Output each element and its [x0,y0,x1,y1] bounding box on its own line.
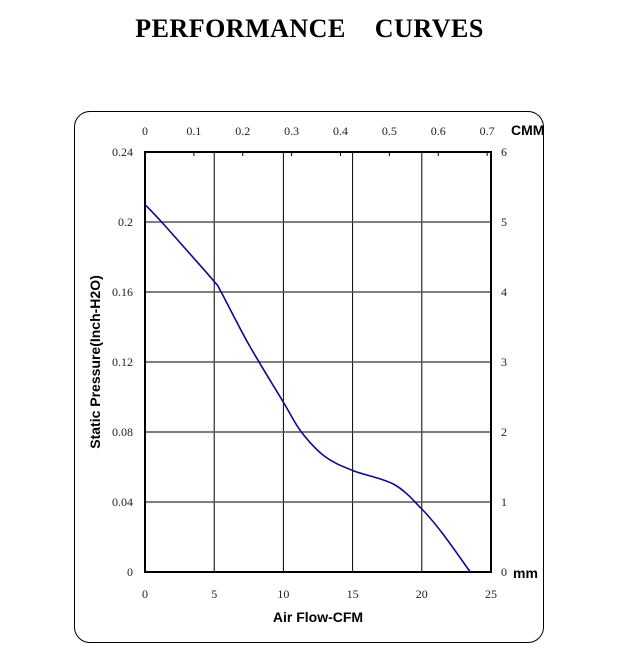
x-tick-label: 0 [142,587,148,601]
x-axis-label: Air Flow-CFM [273,609,363,625]
right-tick-label: 3 [501,355,507,369]
y-tick-label: 0.2 [118,215,133,229]
right-tick-label: 4 [501,285,507,299]
top-tick-label: 0.7 [480,124,495,138]
chart-title: PERFORMANCE CURVES [135,14,484,43]
right-tick-label: 2 [501,425,507,439]
right-tick-label: 6 [501,145,507,159]
right-tick-label: 0 [501,565,507,579]
x-tick-label: 25 [485,587,497,601]
top-tick-label: 0.3 [284,124,299,138]
y-tick-label: 0.04 [112,495,133,509]
y-tick-label: 0.24 [112,145,133,159]
y-tick-label: 0.12 [112,355,133,369]
x-tick-label: 5 [211,587,217,601]
top-tick-label: 0.4 [333,124,348,138]
y-tick-label: 0.08 [112,425,133,439]
right-axis-unit: mm [513,565,538,581]
y-tick-label: 0 [127,565,133,579]
x-tick-label: 20 [416,587,428,601]
chart-frame [74,111,544,643]
top-tick-label: 0.6 [431,124,446,138]
top-axis-unit: CMM [511,122,544,138]
right-tick-label: 5 [501,215,507,229]
x-tick-label: 10 [277,587,289,601]
top-tick-label: 0 [142,124,148,138]
y-tick-label: 0.16 [112,285,133,299]
top-tick-label: 0.5 [382,124,397,138]
top-tick-label: 0.1 [186,124,201,138]
right-tick-label: 1 [501,495,507,509]
top-tick-label: 0.2 [235,124,250,138]
x-tick-label: 15 [347,587,359,601]
plot-border [144,151,492,573]
y-axis-label: Static Pressure(Inch-H2O) [87,275,103,449]
performance-curve [144,203,471,573]
